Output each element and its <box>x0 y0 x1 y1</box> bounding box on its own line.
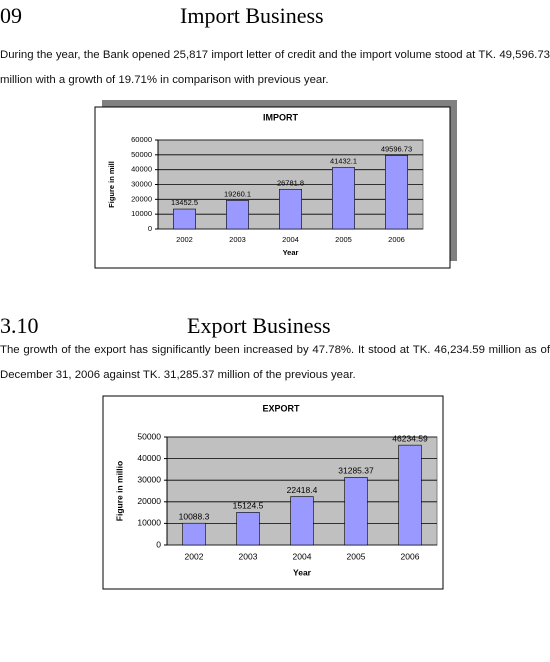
x-tick-label: 2002 <box>185 551 204 561</box>
bar <box>344 477 368 546</box>
section-title: Export Business <box>187 313 331 338</box>
x-tick-label: 2003 <box>229 235 246 244</box>
data-label: 10088.3 <box>179 511 210 521</box>
chart-title: IMPORT <box>263 112 299 122</box>
y-tick-label: 50000 <box>131 150 152 159</box>
bar <box>385 155 408 230</box>
y-axis-label: Figure in millio <box>114 461 124 521</box>
bar <box>279 188 302 230</box>
bar <box>173 208 196 230</box>
data-label: 26781.8 <box>277 178 304 187</box>
x-tick-label: 2002 <box>176 235 193 244</box>
y-axis-label: Figure in mill <box>107 161 116 208</box>
bar <box>290 496 314 546</box>
bar <box>182 522 206 546</box>
x-axis-label: Year <box>293 567 312 577</box>
section-title: Import Business <box>180 3 324 28</box>
x-tick-label: 2006 <box>401 551 420 561</box>
bar <box>226 200 249 230</box>
x-tick-label: 2006 <box>388 235 405 244</box>
data-label: 15124.5 <box>233 501 264 511</box>
paragraph: The growth of the export has significant… <box>0 344 550 381</box>
x-tick-label: 2004 <box>282 235 299 244</box>
paragraph: During the year, the Bank opened 25,817 … <box>0 49 550 86</box>
section-number: 09 <box>0 3 22 28</box>
y-tick-label: 50000 <box>137 431 161 441</box>
data-label: 31285.37 <box>338 466 374 476</box>
y-tick-label: 10000 <box>137 518 161 528</box>
bar <box>236 512 260 546</box>
x-tick-label: 2004 <box>293 551 312 561</box>
data-label: 22418.4 <box>287 485 318 495</box>
x-tick-label: 2005 <box>347 551 366 561</box>
data-label: 41432.1 <box>330 157 357 166</box>
bar <box>332 167 355 230</box>
y-tick-label: 10000 <box>131 209 152 218</box>
data-label: 13452.5 <box>171 198 198 207</box>
y-tick-label: 20000 <box>137 496 161 506</box>
data-label: 49596.73 <box>381 144 412 153</box>
y-tick-label: 30000 <box>131 179 152 188</box>
bar <box>398 444 422 546</box>
data-label: 19260.1 <box>224 189 251 198</box>
x-axis-label: Year <box>283 248 299 257</box>
x-tick-label: 2003 <box>239 551 258 561</box>
y-tick-label: 40000 <box>131 165 152 174</box>
x-tick-label: 2005 <box>335 235 352 244</box>
y-tick-label: 40000 <box>137 453 161 463</box>
y-tick-label: 0 <box>148 224 152 233</box>
y-tick-label: 0 <box>156 539 161 549</box>
section-number: 3.10 <box>0 313 39 338</box>
data-label: 46234.59 <box>392 433 428 443</box>
y-tick-label: 30000 <box>137 474 161 484</box>
chart-title: EXPORT <box>262 403 300 413</box>
y-tick-label: 20000 <box>131 194 152 203</box>
y-tick-label: 60000 <box>131 135 152 144</box>
